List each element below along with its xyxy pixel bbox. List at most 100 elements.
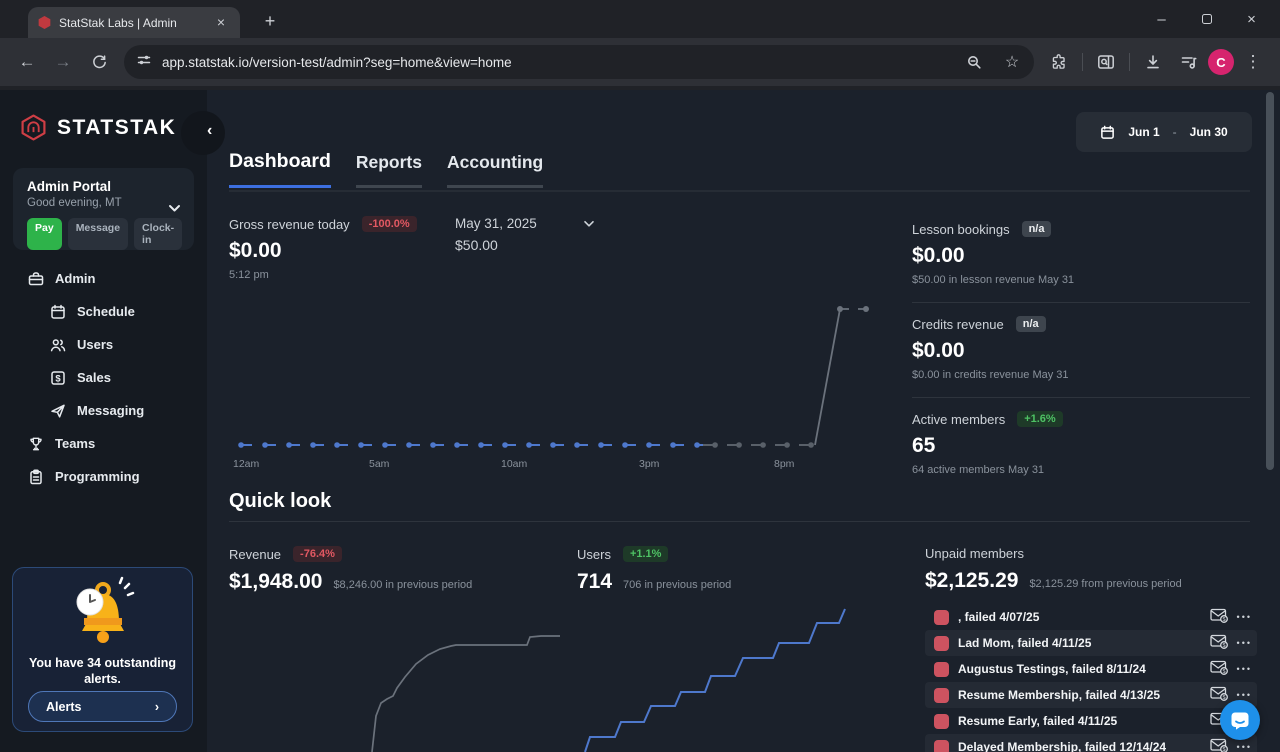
- sidebar: STATSTAK Admin Portal Good evening, MT P…: [0, 90, 207, 752]
- lesson-bookings-metric: Lesson bookings n/a $0.00 $50.00 in less…: [912, 208, 1250, 302]
- unpaid-row[interactable]: , failed 4/07/25 $ •••: [925, 604, 1257, 630]
- chat-launcher[interactable]: [1220, 700, 1260, 740]
- alerts-button-label: Alerts: [46, 699, 82, 714]
- clock-in-button[interactable]: Clock-in: [134, 218, 183, 250]
- sidebar-item-messaging[interactable]: Messaging: [0, 394, 207, 427]
- chat-icon: [1231, 712, 1249, 730]
- scrollbar[interactable]: [1266, 92, 1274, 470]
- new-tab-button[interactable]: +: [264, 11, 276, 31]
- url-text[interactable]: app.statstak.io/version-test/admin?seg=h…: [162, 54, 512, 70]
- users-change-badge: +1.1%: [622, 546, 669, 562]
- reload-button[interactable]: [82, 45, 116, 79]
- x-tick-10am: 10am: [501, 458, 528, 470]
- dollar-square-icon: $: [51, 370, 65, 385]
- quick-look-revenue: Revenue -76.4% $1,948.00 $8,246.00 in pr…: [229, 546, 472, 594]
- active-members-label: Active members: [912, 411, 1006, 427]
- row-menu-kebab-icon[interactable]: •••: [1236, 612, 1252, 622]
- sidebar-item-label: Users: [77, 337, 114, 352]
- zoom-search-icon[interactable]: [960, 48, 988, 76]
- send-invoice-email-icon[interactable]: $: [1209, 633, 1228, 654]
- row-menu-kebab-icon[interactable]: •••: [1236, 638, 1252, 648]
- lesson-bookings-sub: $50.00 in lesson revenue May 31: [912, 274, 1075, 286]
- address-bar[interactable]: app.statstak.io/version-test/admin?seg=h…: [124, 45, 1034, 79]
- tab-close-icon[interactable]: ×: [216, 13, 226, 30]
- restore-icon: [1201, 14, 1212, 24]
- row-menu-kebab-icon[interactable]: •••: [1236, 664, 1252, 674]
- window-minimize-button[interactable]: –: [1157, 10, 1166, 28]
- send-invoice-email-icon[interactable]: $: [1209, 607, 1228, 628]
- unpaid-row[interactable]: Resume Early, failed 4/11/25 $ •••: [925, 708, 1257, 734]
- portal-title: Admin Portal: [27, 179, 112, 194]
- alerts-button[interactable]: Alerts ›: [28, 691, 177, 722]
- sidebar-item-programming[interactable]: Programming: [0, 460, 207, 493]
- app-root: STATSTAK Admin Portal Good evening, MT P…: [0, 90, 1280, 752]
- message-button[interactable]: Message: [67, 218, 129, 250]
- member-status-square: [934, 713, 949, 729]
- sidebar-collapse-button[interactable]: ‹: [181, 111, 225, 155]
- sidebar-item-users[interactable]: Users: [0, 328, 207, 361]
- sidebar-item-schedule[interactable]: Schedule: [0, 295, 207, 328]
- unpaid-row[interactable]: Delayed Membership, failed 12/14/24 $ ••…: [925, 734, 1257, 752]
- bookmark-star-icon[interactable]: ☆: [1004, 54, 1020, 71]
- svg-text:$: $: [1222, 747, 1225, 752]
- pay-button[interactable]: Pay: [27, 218, 62, 250]
- credits-revenue-badge: n/a: [1015, 316, 1046, 332]
- gross-revenue-label: Gross revenue today: [229, 216, 350, 232]
- site-info-icon[interactable]: [136, 52, 152, 73]
- x-tick-12am: 12am: [233, 458, 260, 470]
- extensions-icon[interactable]: [1042, 45, 1076, 79]
- browser-tab[interactable]: StatStak Labs | Admin ×: [28, 7, 240, 38]
- comparison-date-dropdown[interactable]: [583, 216, 595, 231]
- forward-button[interactable]: →: [54, 52, 72, 71]
- window-close-button[interactable]: ×: [1247, 10, 1256, 28]
- quick-look-unpaid: Unpaid members $2,125.29 $2,125.29 from …: [925, 546, 1182, 593]
- row-menu-kebab-icon[interactable]: •••: [1236, 690, 1252, 700]
- unpaid-row[interactable]: Lad Mom, failed 4/11/25 $ •••: [925, 630, 1257, 656]
- back-button[interactable]: ←: [18, 52, 36, 71]
- browser-menu-kebab-icon[interactable]: ⋮: [1244, 52, 1262, 71]
- x-tick-8pm: 8pm: [774, 458, 795, 470]
- sidebar-item-sales[interactable]: $ Sales: [0, 361, 207, 394]
- send-invoice-email-icon[interactable]: $: [1209, 737, 1228, 752]
- statstak-logo-icon: [21, 114, 46, 141]
- users-previous: 706 in previous period: [623, 579, 732, 591]
- sidebar-item-admin[interactable]: Admin: [0, 262, 207, 295]
- portal-expand-chevron-icon[interactable]: [168, 200, 181, 218]
- browser-chrome: StatStak Labs | Admin × + – × ← → app.st…: [0, 0, 1280, 90]
- downloads-icon[interactable]: [1136, 45, 1170, 79]
- send-icon: [51, 404, 65, 418]
- window-restore-button[interactable]: [1184, 6, 1229, 32]
- svg-text:$: $: [1222, 643, 1225, 649]
- sidebar-nav: Admin Schedule Users $ Sales Messaging T…: [0, 262, 207, 493]
- profile-avatar[interactable]: C: [1208, 49, 1234, 75]
- unpaid-row-text: Augustus Testings, failed 8/11/24: [958, 662, 1146, 676]
- admin-portal-card: Admin Portal Good evening, MT Pay Messag…: [13, 168, 194, 250]
- quick-look-title: Quick look: [229, 490, 332, 512]
- side-panel-search-icon[interactable]: [1089, 45, 1123, 79]
- tab-title: StatStak Labs | Admin: [59, 15, 177, 30]
- tab-reports[interactable]: Reports: [355, 152, 422, 188]
- tab-accounting[interactable]: Accounting: [446, 152, 544, 188]
- date-range-picker[interactable]: Jun 1 - Jun 30: [1076, 112, 1252, 152]
- quick-look-divider: [229, 521, 1250, 522]
- alerts-card: You have 34 outstanding alerts. Alerts ›: [12, 567, 193, 732]
- unpaid-row[interactable]: Augustus Testings, failed 8/11/24 $ •••: [925, 656, 1257, 682]
- send-invoice-email-icon[interactable]: $: [1209, 659, 1228, 680]
- calendar-icon: [1101, 125, 1115, 139]
- tab-dashboard[interactable]: Dashboard: [229, 150, 331, 188]
- users-sparkline-chart: [577, 600, 861, 752]
- gross-revenue-time: 5:12 pm: [229, 269, 269, 281]
- svg-text:$: $: [1222, 695, 1225, 701]
- lesson-bookings-value: $0.00: [912, 244, 965, 267]
- gross-revenue-value: $0.00: [229, 239, 282, 262]
- browser-toolbar: ← → app.statstak.io/version-test/admin?s…: [0, 38, 1280, 86]
- row-menu-kebab-icon[interactable]: •••: [1236, 742, 1252, 752]
- sidebar-item-teams[interactable]: Teams: [0, 427, 207, 460]
- unpaid-members-list: , failed 4/07/25 $ ••• Lad Mom, failed 4…: [925, 604, 1257, 752]
- portal-greeting: Good evening, MT: [27, 197, 122, 209]
- toolbar-separator: [1129, 53, 1130, 71]
- media-queue-icon[interactable]: [1172, 45, 1206, 79]
- send-invoice-email-icon[interactable]: $: [1209, 685, 1228, 706]
- lesson-bookings-label: Lesson bookings: [912, 221, 1010, 237]
- unpaid-row[interactable]: Resume Membership, failed 4/13/25 $ •••: [925, 682, 1257, 708]
